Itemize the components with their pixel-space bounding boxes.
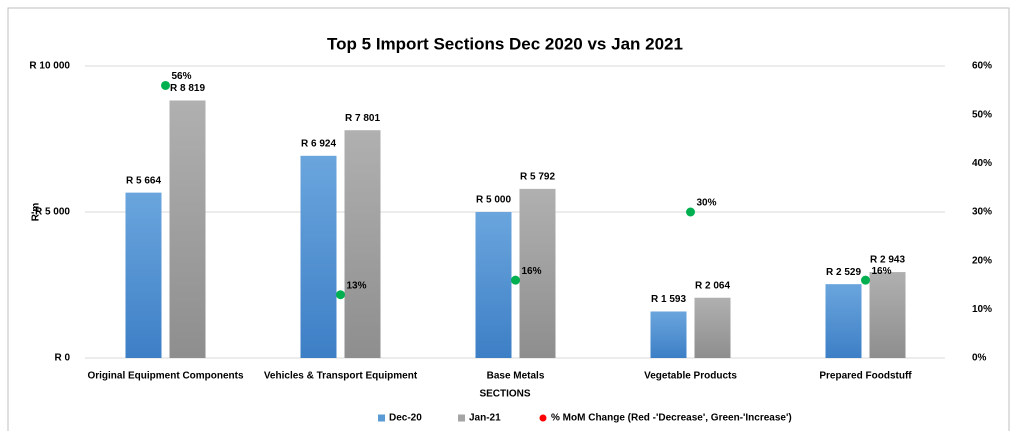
legend-label: Jan-21	[469, 413, 501, 424]
legend-marker	[458, 414, 465, 422]
data-label: R 6 924	[301, 138, 336, 149]
y-axis-title: R'm	[31, 203, 42, 222]
data-label: R 2 943	[870, 255, 905, 266]
data-label: 56%	[172, 71, 192, 82]
y2-tick-label: 10%	[972, 304, 992, 315]
y2-tick-label: 20%	[972, 255, 992, 266]
point	[161, 80, 170, 90]
chart-title: Top 5 Import Sections Dec 2020 vs Jan 20…	[327, 34, 683, 53]
bar	[300, 155, 337, 358]
y-tick-label: R 5 000	[35, 207, 70, 218]
point	[511, 275, 520, 285]
y-tick-label: R 0	[54, 353, 70, 364]
data-label: R 7 801	[345, 113, 380, 124]
data-label: 13%	[347, 280, 367, 291]
x-tick-label: Vegetable Products	[644, 371, 737, 382]
bar	[475, 212, 512, 358]
bar	[650, 311, 687, 358]
x-tick-label: Prepared Foodstuff	[819, 371, 912, 382]
y2-tick-label: 60%	[972, 61, 992, 72]
x-axis-title: SECTIONS	[479, 389, 530, 400]
chart-border	[7, 7, 1010, 431]
bar	[694, 297, 731, 358]
bar	[825, 284, 862, 358]
point	[336, 290, 345, 300]
y2-tick-label: 50%	[972, 109, 992, 120]
bar	[869, 272, 906, 358]
x-tick-label: Original Equipment Components	[87, 371, 244, 382]
y2-tick-label: 30%	[972, 207, 992, 218]
y2-tick-label: 0%	[972, 353, 987, 364]
legend-label: Dec-20	[389, 413, 422, 424]
legend-label: % MoM Change (Red -'Decrease', Green-'In…	[551, 413, 792, 424]
y-tick-label: R 10 000	[29, 61, 70, 72]
data-label: R 8 819	[170, 83, 205, 94]
data-label: R 5 000	[476, 195, 511, 206]
bar	[519, 188, 556, 358]
x-tick-label: Vehicles & Transport Equipment	[264, 371, 418, 382]
bar	[169, 100, 206, 358]
x-tick-label: Base Metals	[487, 371, 545, 382]
data-label: R 2 529	[826, 267, 861, 278]
data-label: R 2 064	[695, 280, 730, 291]
point	[686, 207, 695, 217]
bar	[125, 192, 162, 358]
y2-tick-label: 40%	[972, 158, 992, 169]
data-label: 30%	[697, 198, 717, 209]
point	[861, 275, 870, 285]
data-label: 16%	[522, 266, 542, 277]
data-label: R 1 593	[651, 294, 686, 305]
data-label: 16%	[872, 266, 892, 277]
legend-marker	[378, 414, 385, 422]
data-label: R 5 792	[520, 172, 555, 183]
legend-marker	[539, 414, 547, 422]
data-label: R 5 664	[126, 175, 161, 186]
bar	[344, 130, 381, 358]
